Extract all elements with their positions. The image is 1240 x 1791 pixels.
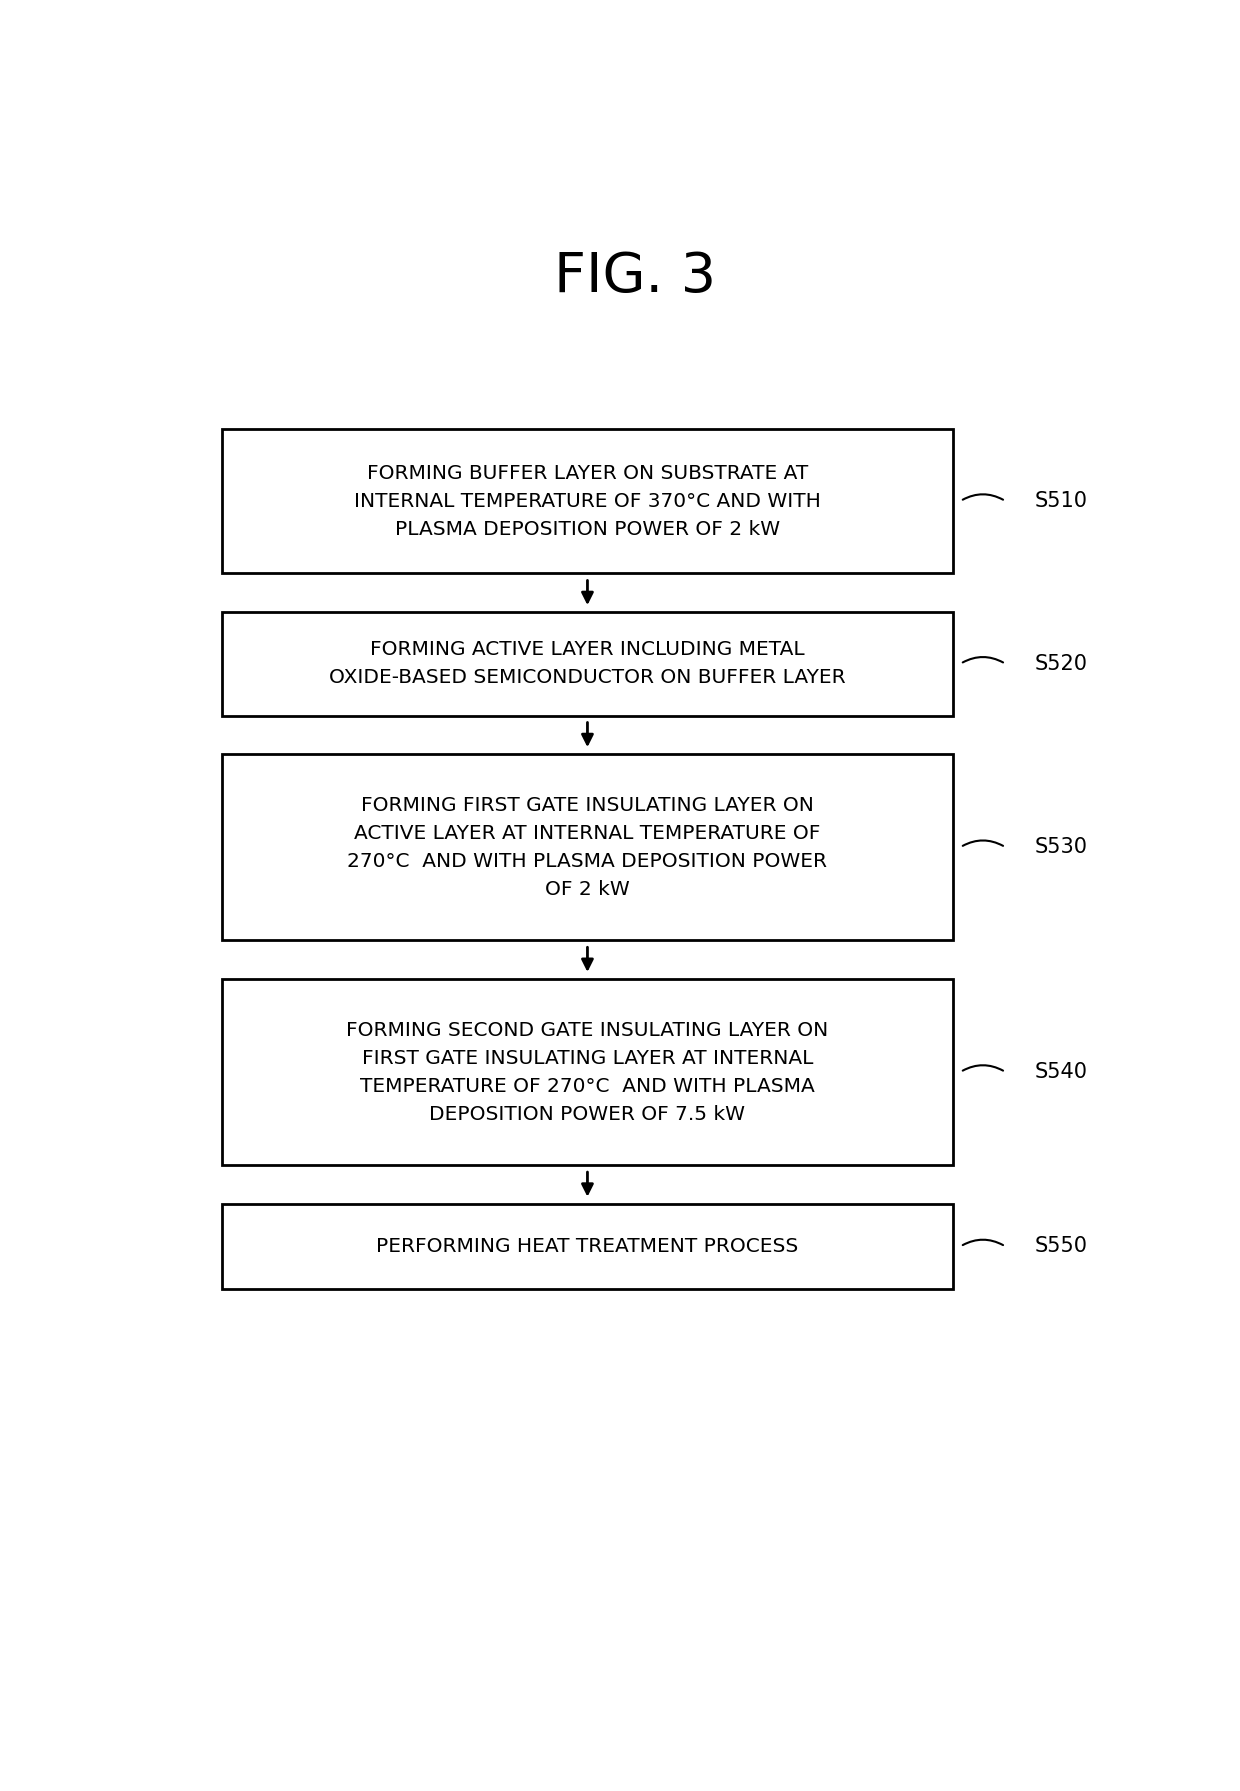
- Bar: [222, 428, 952, 573]
- Bar: [222, 754, 952, 940]
- Text: S550: S550: [1034, 1236, 1087, 1257]
- Text: S540: S540: [1034, 1062, 1087, 1082]
- Text: S520: S520: [1034, 654, 1087, 673]
- Bar: [222, 613, 952, 716]
- Text: FORMING FIRST GATE INSULATING LAYER ON
ACTIVE LAYER AT INTERNAL TEMPERATURE OF
2: FORMING FIRST GATE INSULATING LAYER ON A…: [347, 795, 827, 899]
- Bar: [222, 1204, 952, 1290]
- Text: S530: S530: [1034, 836, 1087, 858]
- Text: S510: S510: [1034, 491, 1087, 510]
- Text: FORMING SECOND GATE INSULATING LAYER ON
FIRST GATE INSULATING LAYER AT INTERNAL
: FORMING SECOND GATE INSULATING LAYER ON …: [346, 1021, 828, 1123]
- Text: FIG. 3: FIG. 3: [554, 251, 717, 304]
- Text: PERFORMING HEAT TREATMENT PROCESS: PERFORMING HEAT TREATMENT PROCESS: [376, 1238, 799, 1255]
- Bar: [222, 980, 952, 1166]
- Text: FORMING ACTIVE LAYER INCLUDING METAL
OXIDE-BASED SEMICONDUCTOR ON BUFFER LAYER: FORMING ACTIVE LAYER INCLUDING METAL OXI…: [329, 641, 846, 688]
- Text: FORMING BUFFER LAYER ON SUBSTRATE AT
INTERNAL TEMPERATURE OF 370°C AND WITH
PLAS: FORMING BUFFER LAYER ON SUBSTRATE AT INT…: [353, 464, 821, 539]
